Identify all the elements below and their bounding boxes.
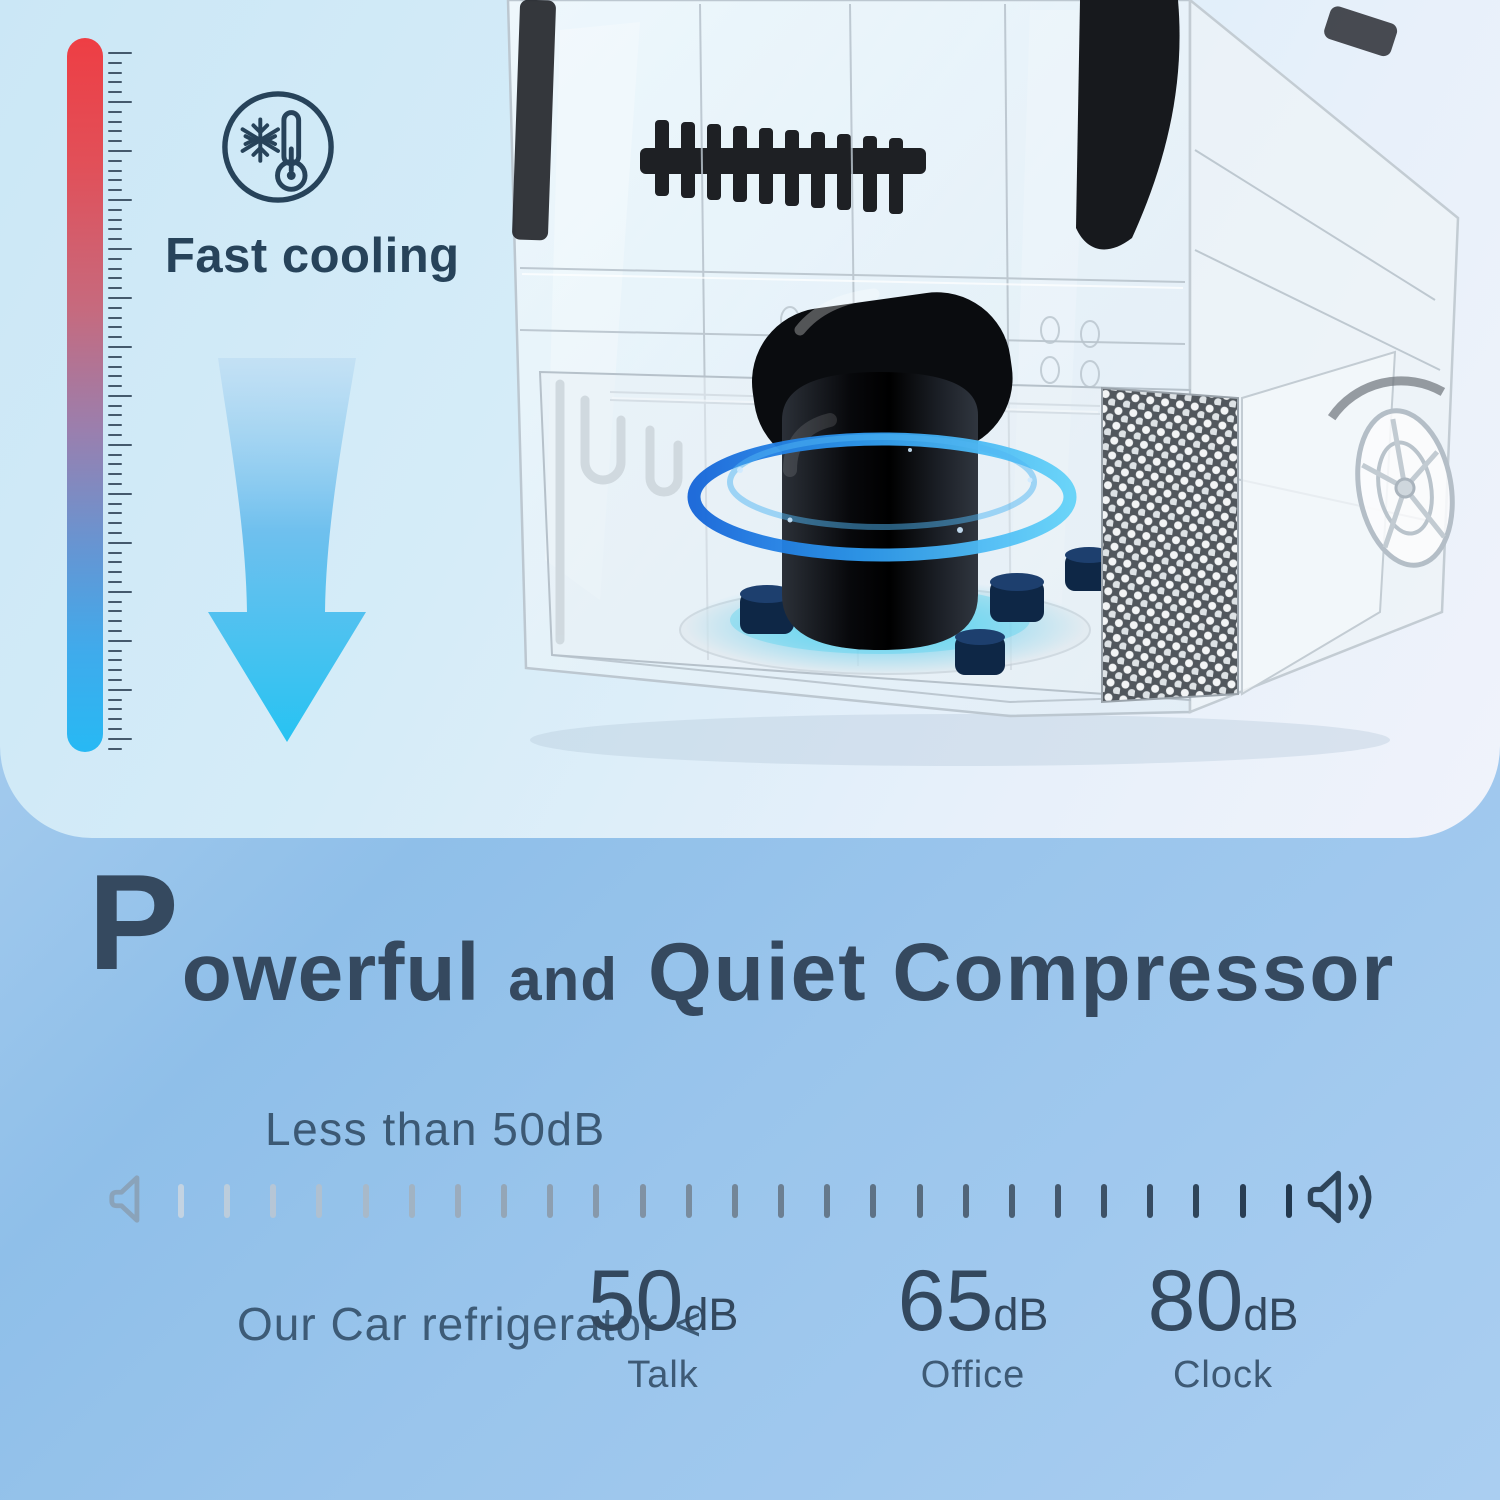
speaker-waves-icon (1304, 1164, 1396, 1235)
db-unit: dB (683, 1289, 739, 1340)
wheel (1327, 376, 1455, 568)
db-item-talk: 50dB Talk (578, 1258, 748, 1397)
headline-connector: and (508, 946, 618, 1013)
headline-dropcap: P (88, 846, 179, 998)
sound-scale-ticks (178, 1184, 1292, 1218)
headline: P owerful and Quiet Compressor (88, 854, 1396, 1021)
hero-card: Fast cooling (0, 0, 1500, 838)
db-value: 80 (1147, 1253, 1244, 1349)
cooling-arrow (208, 358, 366, 742)
noise-caption: Less than 50dB (265, 1103, 606, 1155)
temperature-gradient-bar (67, 38, 103, 752)
comparison-operator: < (674, 1298, 703, 1350)
db-label: Clock (1172, 1354, 1274, 1396)
db-value: 50 (587, 1253, 684, 1349)
headline-word2: Quiet Compressor (647, 927, 1396, 1018)
snowflake-thermometer-icon (219, 88, 337, 206)
fridge-illustration (506, 0, 1460, 766)
db-label: Talk (627, 1354, 699, 1396)
comparison-prefix-text: Our Car refrigerator (237, 1298, 659, 1350)
temperature-ticks (108, 52, 134, 750)
db-label: Office (920, 1354, 1026, 1396)
db-value: 65 (897, 1253, 994, 1349)
speaker-icon (106, 1168, 164, 1235)
fast-cooling-label: Fast cooling (165, 229, 460, 283)
db-unit: dB (1243, 1289, 1299, 1340)
db-unit: dB (993, 1289, 1049, 1340)
db-item-clock: 80dB Clock (1138, 1258, 1308, 1397)
db-item-office: 65dB Office (888, 1258, 1058, 1397)
fast-cooling-badge: Fast cooling (165, 88, 460, 284)
headline-word1: owerful (181, 927, 481, 1018)
comparison-prefix: Our Car refrigerator < (237, 1297, 702, 1351)
